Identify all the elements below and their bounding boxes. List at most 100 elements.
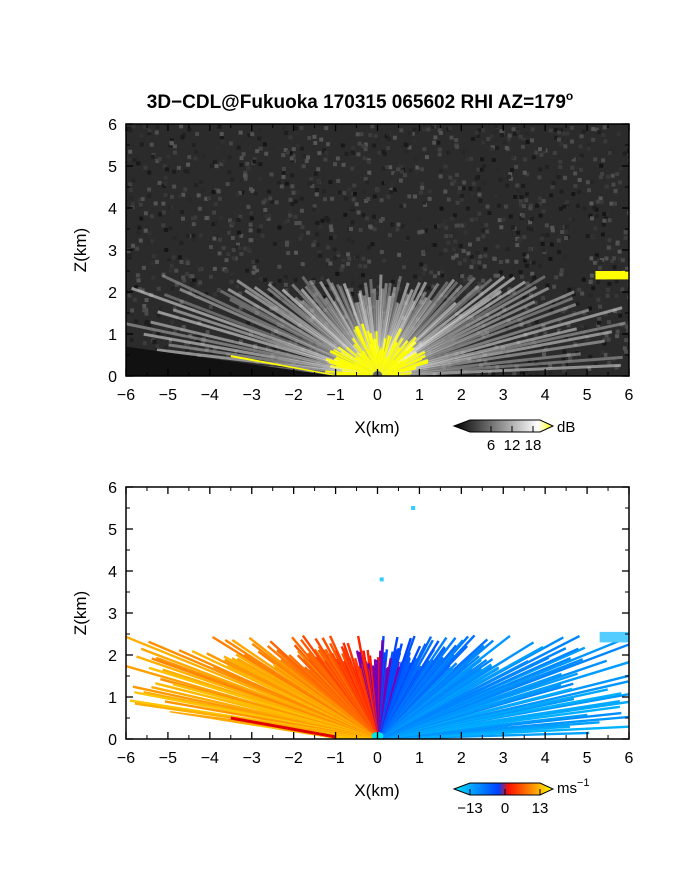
noise-pixel [323, 157, 328, 162]
noise-pixel [348, 227, 353, 232]
noise-pixel [311, 207, 316, 212]
velocity-colorbar-bar [452, 782, 555, 796]
noise-pixel [542, 352, 547, 357]
noise-pixel [552, 151, 557, 156]
noise-pixel [485, 341, 490, 346]
velocity-x-tick-label: −6 [117, 750, 135, 767]
noise-pixel [284, 181, 289, 186]
noise-pixel [548, 256, 553, 261]
noise-pixel [418, 163, 423, 168]
noise-pixel [213, 220, 218, 225]
noise-pixel [487, 210, 492, 215]
noise-pixel [524, 192, 529, 197]
velocity-x-tick-label: −2 [285, 750, 303, 767]
noise-pixel [570, 139, 575, 144]
intensity-y-tick-label: 6 [108, 117, 117, 134]
velocity-elevated-layer [599, 631, 629, 643]
noise-pixel [467, 242, 472, 247]
noise-pixel [399, 169, 404, 174]
noise-pixel [474, 176, 479, 181]
noise-pixel [162, 164, 167, 169]
noise-pixel [219, 215, 224, 220]
noise-pixel [502, 217, 507, 222]
noise-pixel [219, 132, 224, 137]
noise-pixel [591, 137, 596, 142]
noise-pixel [342, 190, 347, 195]
noise-pixel [498, 270, 503, 275]
noise-pixel [299, 146, 304, 151]
noise-pixel [513, 131, 518, 136]
velocity-x-axis-label: X(km) [354, 781, 399, 800]
noise-pixel [597, 130, 602, 135]
noise-pixel [129, 337, 134, 342]
velocity-colorbar-tick-label: −13 [457, 800, 482, 817]
noise-pixel [277, 170, 282, 175]
noise-pixel [161, 184, 166, 189]
noise-pixel [549, 242, 554, 247]
noise-pixel [602, 218, 607, 223]
noise-pixel [249, 238, 254, 243]
noise-pixel [370, 242, 375, 247]
noise-pixel [575, 203, 580, 208]
noise-pixel [143, 228, 148, 233]
noise-pixel [220, 139, 225, 144]
noise-pixel [455, 200, 460, 205]
noise-pixel [134, 319, 139, 324]
noise-pixel [449, 216, 454, 221]
noise-pixel [432, 242, 437, 247]
noise-pixel [432, 274, 437, 279]
noise-pixel [271, 283, 276, 288]
noise-pixel [407, 194, 412, 199]
noise-pixel [157, 180, 162, 185]
noise-pixel [460, 223, 465, 228]
noise-pixel [611, 182, 616, 187]
velocity-y-tick-label: 0 [108, 732, 117, 749]
noise-pixel [477, 211, 482, 216]
noise-pixel [316, 167, 321, 172]
noise-pixel [237, 190, 242, 195]
noise-pixel [128, 188, 133, 193]
noise-pixel [197, 206, 202, 211]
intensity-data [126, 271, 629, 376]
noise-pixel [454, 138, 459, 143]
noise-pixel [147, 128, 152, 133]
noise-pixel [274, 200, 279, 205]
noise-pixel [438, 174, 443, 179]
noise-pixel [245, 268, 250, 273]
noise-pixel [130, 205, 135, 210]
noise-pixel [169, 263, 174, 268]
noise-pixel [412, 127, 417, 132]
noise-pixel [211, 190, 216, 195]
noise-pixel [238, 305, 243, 310]
noise-pixel [215, 145, 220, 150]
noise-pixel [528, 374, 533, 376]
noise-pixel [127, 293, 132, 298]
noise-pixel [479, 167, 484, 172]
noise-pixel [152, 339, 157, 344]
noise-pixel [423, 263, 428, 268]
noise-pixel [217, 251, 222, 256]
noise-pixel [357, 141, 362, 146]
noise-pixel [352, 183, 357, 188]
velocity-x-tick-label: 1 [415, 750, 424, 767]
noise-pixel [483, 247, 488, 252]
noise-pixel [531, 278, 536, 283]
noise-pixel [452, 275, 457, 280]
noise-pixel [397, 252, 402, 257]
noise-pixel [362, 189, 367, 194]
noise-pixel [620, 287, 625, 292]
noise-pixel [197, 152, 202, 157]
noise-pixel [423, 228, 428, 233]
noise-pixel [516, 189, 521, 194]
noise-pixel [239, 156, 244, 161]
noise-pixel [447, 373, 452, 376]
noise-pixel [600, 232, 605, 237]
noise-pixel [384, 134, 389, 139]
noise-pixel [243, 170, 248, 175]
noise-pixel [572, 310, 577, 315]
noise-pixel [195, 131, 200, 136]
noise-pixel [565, 202, 570, 207]
noise-pixel [164, 345, 169, 350]
intensity-x-tick-label: 6 [625, 387, 634, 404]
noise-pixel [454, 253, 459, 258]
